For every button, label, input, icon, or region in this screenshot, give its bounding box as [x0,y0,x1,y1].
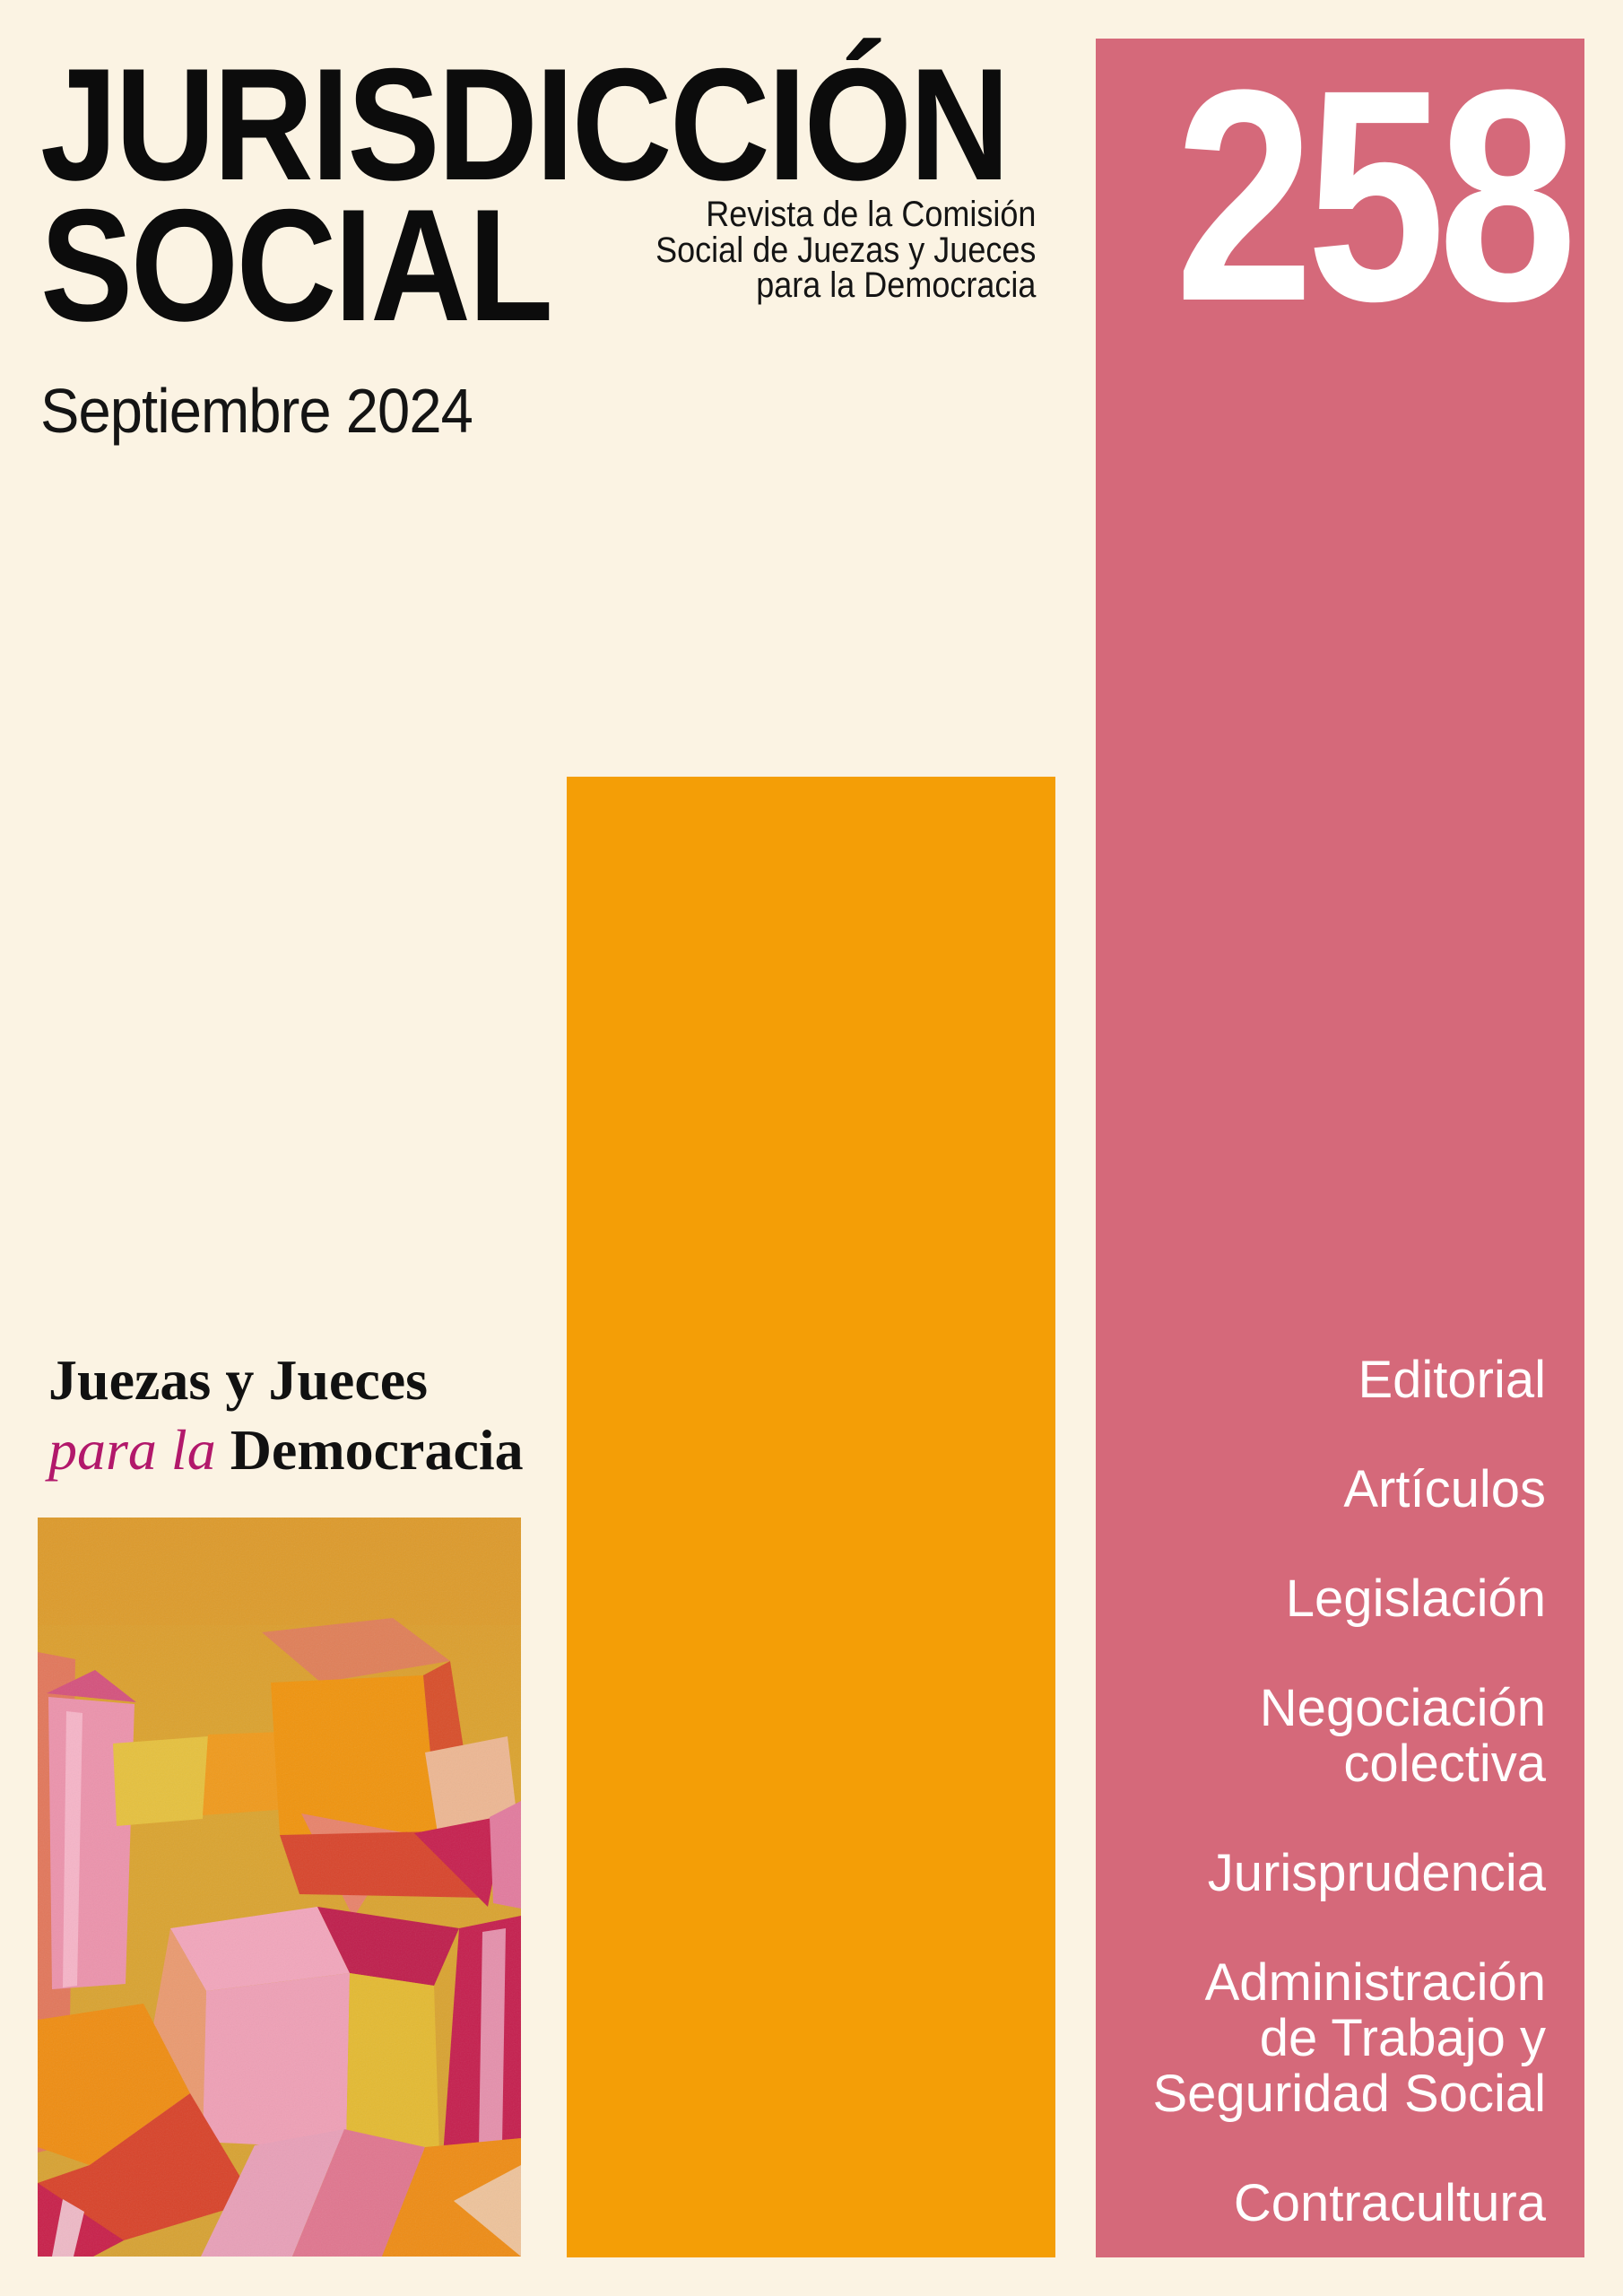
toc-item-articulos: Artículos [1343,1460,1546,1518]
publisher-logo-line2: para la Democracia [48,1415,524,1485]
toc-item-jurisprudencia: Jurisprudencia [1207,1844,1546,1902]
issue-date: Septiembre 2024 [40,376,473,446]
abstract-painting [38,1518,521,2257]
publisher-logo-line1: Juezas y Jueces [48,1348,429,1412]
publisher-logo-line2-bold: Democracia [230,1418,524,1482]
publisher-logo-line2-italic: para la [48,1418,230,1482]
toc-item-legislacion: Legislación [1285,1570,1546,1628]
magazine-subtitle: Revista de la Comisión Social de Juezas … [655,195,1036,305]
issue-sidebar-band: 258 Editorial Artículos Legislación Nego… [1096,39,1584,2257]
magazine-title-line2: SOCIAL [40,176,553,354]
issue-number: 258 [1175,28,1577,364]
publisher-logo: Juezas y Jueces para la Democracia [48,1345,524,1485]
toc-item-administracion-trabajo-seguridad-social: Administración de Trabajo y Seguridad So… [1152,1953,1546,2123]
orange-column-graphic [567,777,1055,2257]
toc-item-editorial: Editorial [1358,1351,1546,1409]
toc-item-contracultura: Contracultura [1233,2174,1546,2232]
table-of-contents: Editorial Artículos Legislación Negociac… [1096,1352,1546,2231]
magazine-title-line1: JURISDICCIÓN [40,35,1010,213]
magazine-title: JURISDICCIÓN SOCIAL [40,35,1010,354]
toc-item-negociacion-colectiva: Negociación colectiva [1259,1679,1546,1793]
